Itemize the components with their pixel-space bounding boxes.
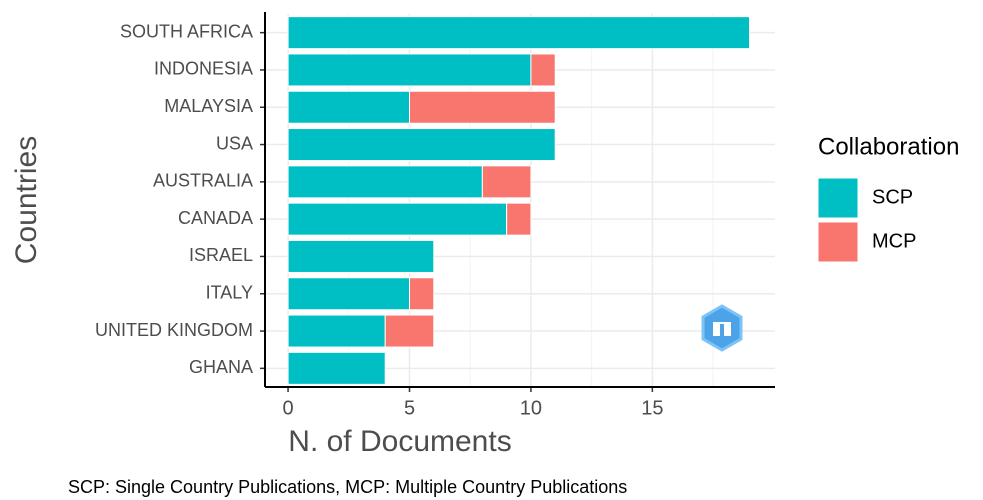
y-tick-label: INDONESIA [154,59,253,79]
bar [287,90,411,124]
bar [481,165,532,199]
x-tick-label: 10 [520,397,542,419]
y-tick-label: ITALY [206,283,253,303]
bar [409,277,435,311]
legend-label: SCP [872,186,913,208]
y-tick-label: ISRAEL [189,245,253,265]
x-tick-label: 5 [404,397,415,419]
bar [287,239,435,273]
caption: SCP: Single Country Publications, MCP: M… [68,477,627,497]
y-tick-label: AUSTRALIA [153,171,253,191]
y-tick-label: USA [216,133,253,153]
bar [384,314,435,348]
y-tick-label: GHANA [189,357,253,377]
bar [287,202,508,236]
y-tick-label: MALAYSIA [164,96,253,116]
bar [409,90,556,124]
y-tick-label: CANADA [178,208,253,228]
bar [287,16,750,50]
bar [287,53,532,87]
x-tick-label: 15 [641,397,663,419]
bar [287,314,386,348]
legend-label: MCP [872,230,916,252]
x-tick-label: 0 [283,397,294,419]
legend-key [817,177,859,219]
bar [287,277,411,311]
bar [287,351,386,385]
bar [506,202,532,236]
legend-title: Collaboration [818,133,959,160]
bar [287,165,483,199]
y-tick-label: SOUTH AFRICA [120,21,253,41]
logo [701,304,743,352]
legend-key [817,221,859,263]
y-tick-label: UNITED KINGDOM [95,320,253,340]
x-axis-label: N. of Documents [288,425,511,458]
y-axis-label: Countries [10,136,43,264]
bar [287,128,556,162]
bar [530,53,556,87]
